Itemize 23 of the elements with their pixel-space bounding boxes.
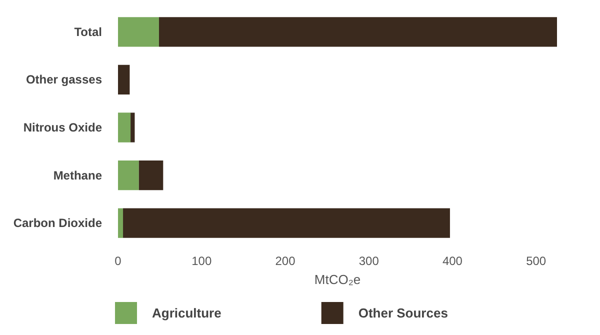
x-tick-label: 0	[114, 254, 122, 268]
x-tick-label: 500	[526, 254, 546, 268]
y-tick-label: Carbon Dioxide	[13, 216, 102, 230]
y-tick-label: Other gasses	[26, 72, 102, 87]
y-tick-label: Total	[74, 24, 102, 39]
bar	[130, 112, 135, 142]
bar	[118, 64, 130, 95]
x-axis-title: MtCO₂e	[314, 272, 361, 287]
bar	[158, 17, 557, 47]
bar	[123, 208, 450, 238]
bar	[118, 17, 159, 47]
bar	[118, 112, 131, 142]
bar	[138, 160, 164, 190]
x-tick-label: 100	[192, 254, 212, 268]
bar	[118, 160, 139, 190]
y-tick-label: Methane	[53, 168, 102, 182]
bar	[118, 208, 124, 238]
x-tick-label: 300	[358, 254, 380, 268]
y-tick-label: Nitrous Oxide	[23, 120, 102, 134]
x-tick-label: 400	[442, 254, 463, 268]
legend-label: Other Sources	[358, 306, 448, 320]
x-tick-label: 200	[275, 254, 296, 268]
legend-label: Agriculture	[152, 306, 222, 320]
